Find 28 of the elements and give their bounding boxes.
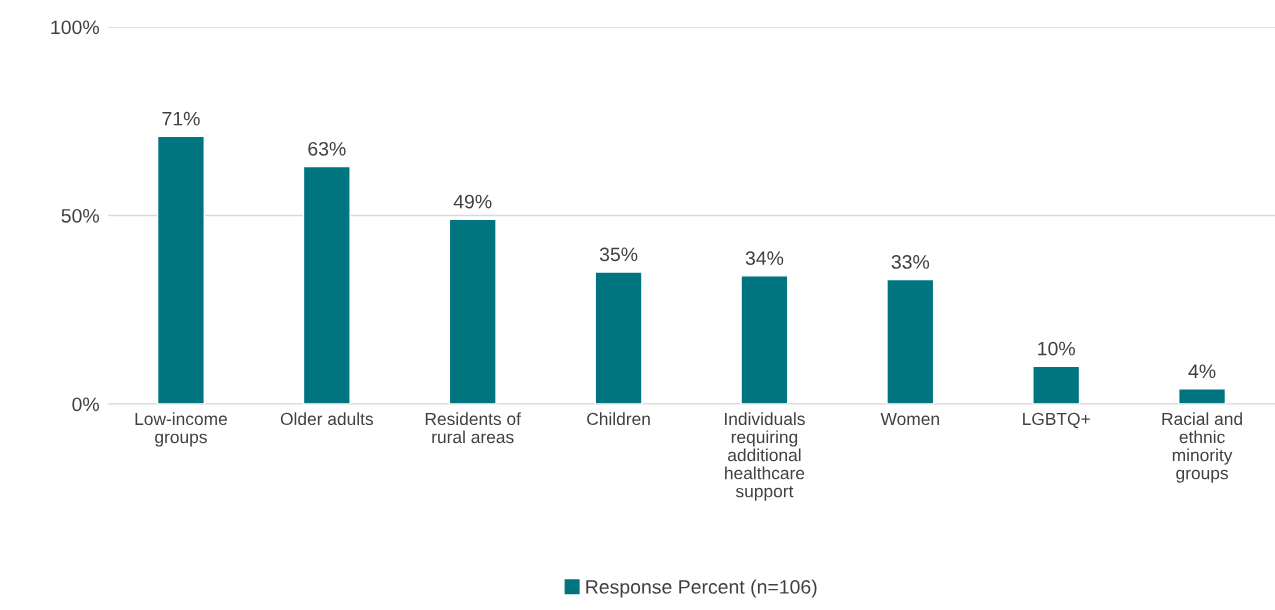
data-label: 34% [745, 251, 784, 266]
x-tick-label: Low-income groups [135, 412, 227, 447]
bar [740, 275, 789, 404]
bar [1032, 365, 1081, 404]
bar [1178, 388, 1227, 404]
data-label: 10% [1038, 341, 1075, 356]
x-tick-label: Racial and ethnic minority groups [1162, 412, 1242, 483]
y-tick-label: 0% [72, 397, 99, 412]
y-tick-label: 50% [61, 208, 99, 223]
x-tick-label: Older adults [280, 412, 373, 426]
bar [886, 278, 935, 404]
x-tick-label: LGBTQ+ [1023, 412, 1090, 429]
data-label: 35% [599, 247, 638, 262]
y-tick-label: 100% [51, 20, 99, 35]
bar [594, 271, 643, 404]
bar [156, 135, 205, 404]
legend-label: Response Percent (n=106) [586, 579, 817, 598]
data-label: 49% [453, 194, 492, 209]
bar [448, 218, 497, 404]
x-tick-label: Individuals requiring additional healthcare support [725, 412, 805, 501]
x-tick-label: Women [880, 412, 939, 426]
bar [302, 165, 351, 404]
data-label: 4% [1188, 364, 1216, 379]
data-label: 71% [162, 111, 200, 126]
data-label: 63% [308, 141, 346, 156]
x-tick-label: Residents of rural areas [425, 412, 521, 444]
x-tick-label: Children [587, 412, 650, 426]
data-label: 33% [891, 255, 930, 269]
